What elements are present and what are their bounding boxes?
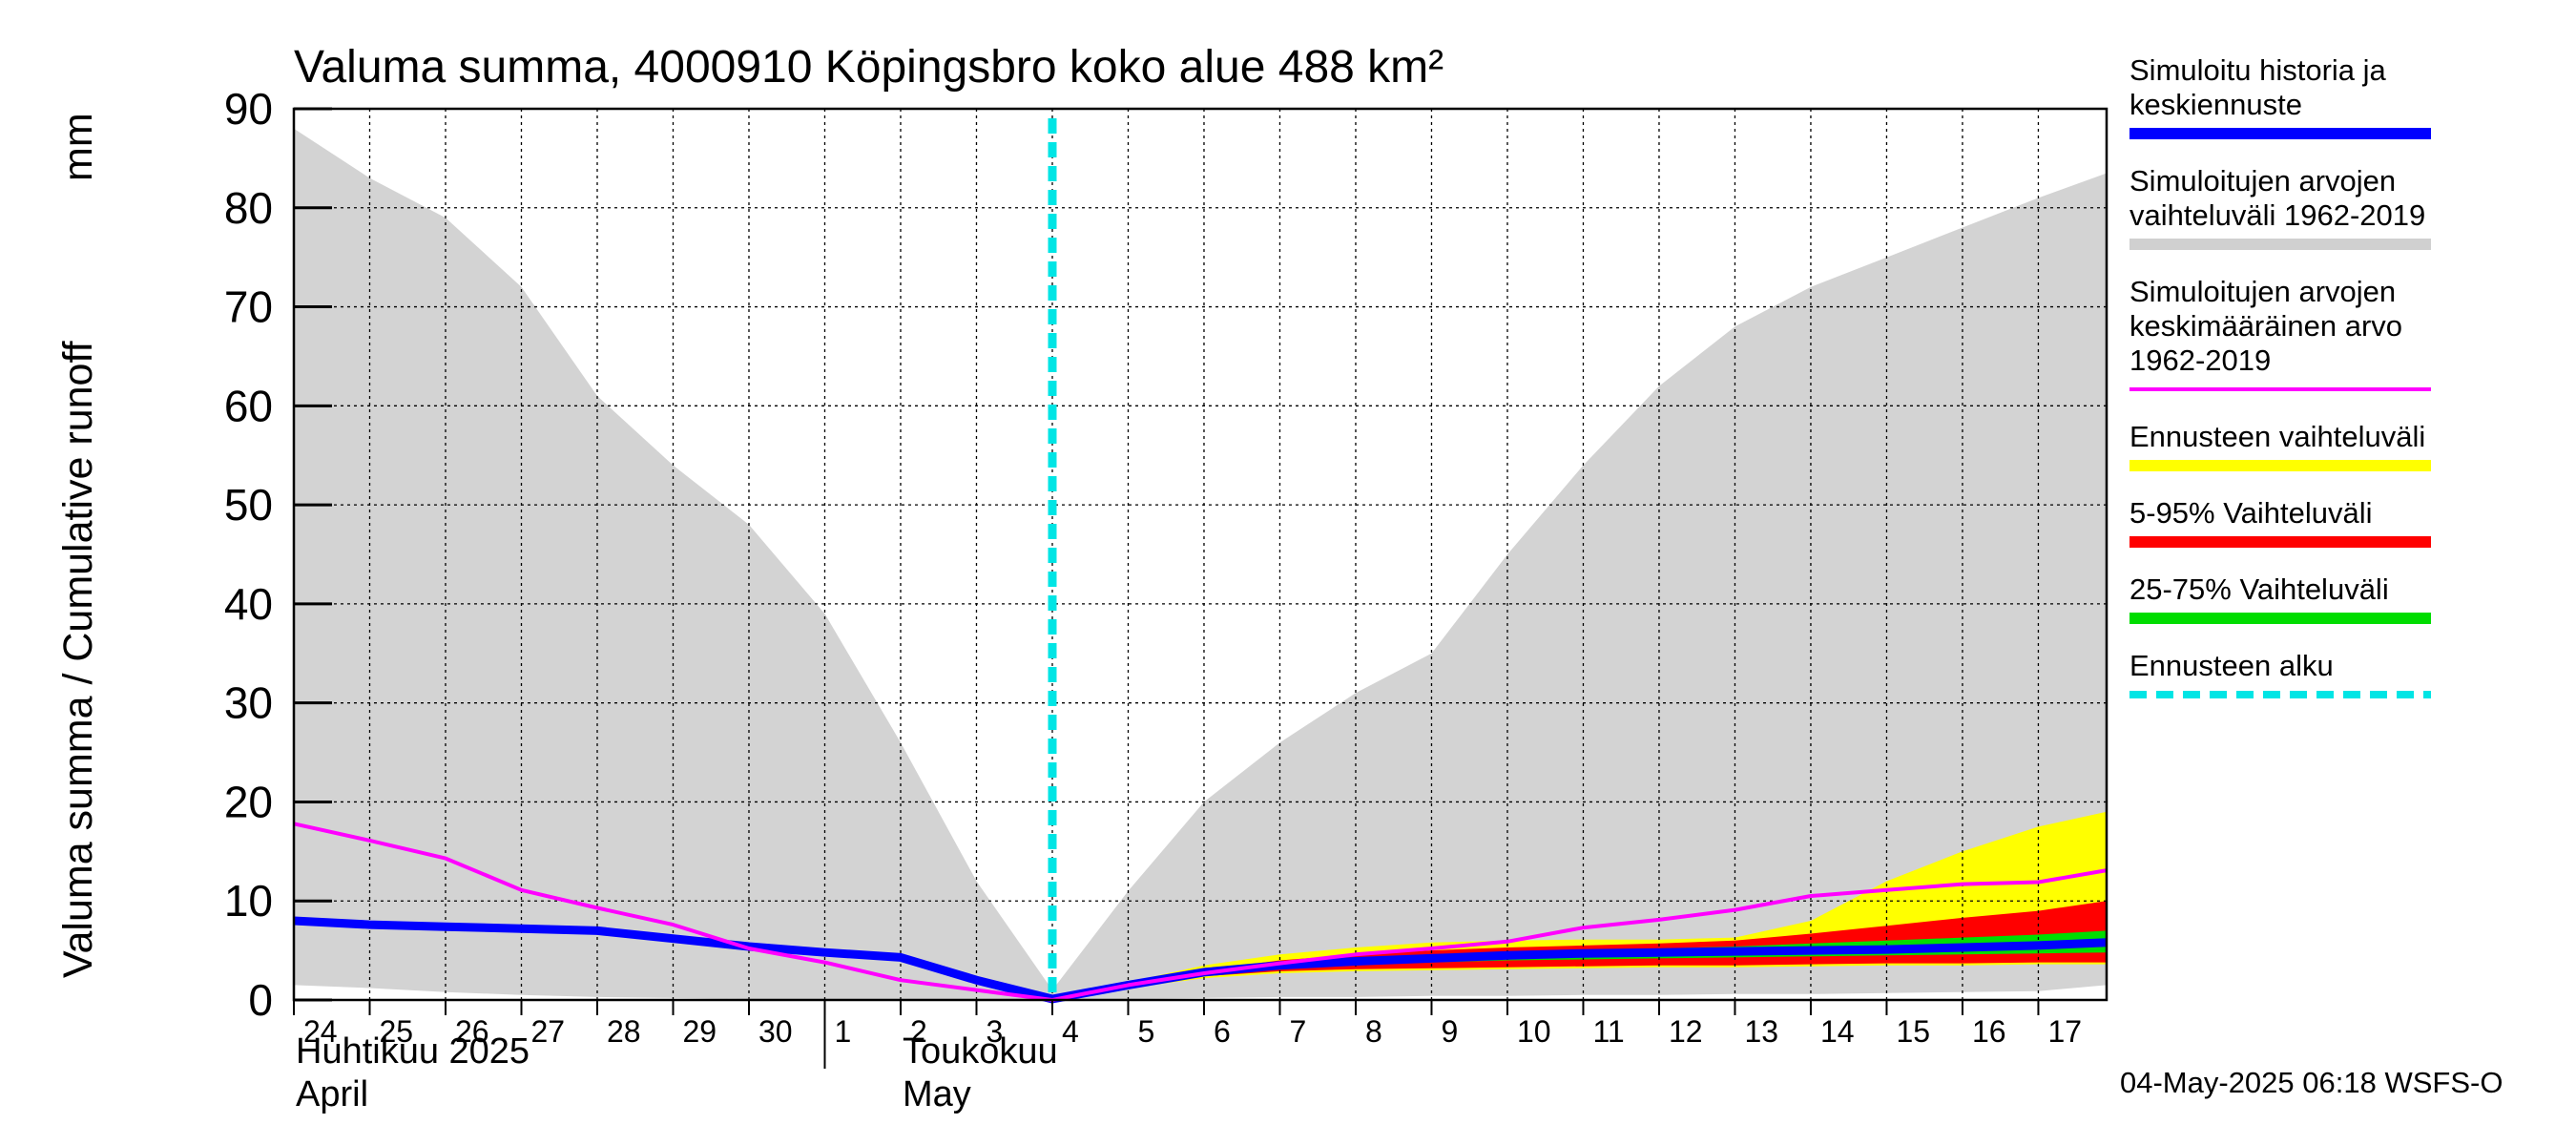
- x-tick-label: 17: [2047, 1014, 2082, 1049]
- legend-label-2: Simuloitujen arvojen: [2129, 275, 2396, 308]
- x-tick-label: 13: [1744, 1014, 1778, 1049]
- y-tick-label: 30: [224, 678, 273, 728]
- legend-label-2: keskimääräinen arvo: [2129, 309, 2402, 343]
- x-tick-label: 26: [455, 1014, 489, 1049]
- x-tick-label: 16: [1972, 1014, 2006, 1049]
- month-label: Huhtikuu 2025: [296, 1031, 530, 1072]
- plot-area: [292, 107, 2109, 1004]
- x-tick-label: 28: [607, 1014, 641, 1049]
- y-axis-label: Valuma summa / Cumulative runoff: [55, 340, 101, 978]
- legend-label-1: vaihteluväli 1962-2019: [2129, 198, 2425, 232]
- y-axis-unit: mm: [55, 113, 101, 181]
- x-tick-label: 6: [1214, 1014, 1231, 1049]
- legend-label-6: Ennusteen alku: [2129, 649, 2334, 682]
- x-axis-ticks: 24 25 26 27 28 29 30 1 2 3 4 5 6 7 8 9 10 11 12 13 14 15 16 17H…: [293, 1000, 2082, 1114]
- y-tick-label: 0: [248, 975, 273, 1025]
- timestamp: 04-May-2025 06:18 WSFS-O: [2120, 1066, 2503, 1099]
- x-tick-label: 1: [834, 1014, 851, 1049]
- y-tick-label: 40: [224, 579, 273, 629]
- y-tick-label: 70: [224, 282, 273, 332]
- y-tick-label: 80: [224, 183, 273, 233]
- grid-lines: [294, 109, 2107, 1000]
- x-tick-label: 24: [303, 1014, 338, 1049]
- x-tick-label: 4: [1062, 1014, 1079, 1049]
- y-tick-label: 50: [224, 480, 273, 530]
- month-label: April: [296, 1074, 368, 1114]
- x-tick-label: 5: [1137, 1014, 1154, 1049]
- simulated-range-band: [294, 128, 2107, 1001]
- plot-frame: [292, 107, 2109, 1002]
- x-tick-label: 3: [986, 1014, 1003, 1049]
- x-tick-label: 14: [1820, 1014, 1855, 1049]
- x-tick-label: 10: [1517, 1014, 1551, 1049]
- y-tick-label: 90: [224, 84, 273, 134]
- legend-label-5: 25-75% Vaihteluväli: [2129, 572, 2389, 606]
- y-tick-label: 20: [224, 777, 273, 826]
- y-axis-ticks: 0 10 20 30 40 50 60 70 80 90: [224, 84, 332, 1025]
- y-tick-label: 10: [224, 876, 273, 926]
- legend-label-0: keskiennuste: [2129, 88, 2302, 121]
- legend-label-3: Ennusteen vaihteluväli: [2129, 420, 2425, 453]
- series-line-1: [293, 822, 2108, 1002]
- legend-label-1: Simuloitujen arvojen: [2129, 164, 2396, 198]
- x-tick-label: 25: [379, 1014, 413, 1049]
- month-label: Toukokuu: [903, 1031, 1058, 1072]
- legend-label-4: 5-95% Vaihteluväli: [2129, 496, 2372, 530]
- chart-title: Valuma summa, 4000910 Köpingsbro koko al…: [294, 42, 1444, 93]
- x-tick-label: 11: [1592, 1014, 1624, 1049]
- x-tick-label: 15: [1896, 1014, 1930, 1049]
- x-tick-label: 12: [1669, 1014, 1703, 1049]
- x-tick-label: 30: [758, 1014, 793, 1049]
- y-tick-label: 60: [224, 381, 273, 430]
- x-tick-label: 9: [1441, 1014, 1458, 1049]
- x-tick-label: 29: [682, 1014, 717, 1049]
- x-tick-label: 27: [530, 1014, 565, 1049]
- month-label: May: [903, 1074, 971, 1114]
- x-tick-label: 8: [1365, 1014, 1382, 1049]
- x-tick-label: 7: [1289, 1014, 1306, 1049]
- legend-label-0: Simuloitu historia ja: [2129, 53, 2387, 87]
- legend-label-2: 1962-2019: [2129, 344, 2271, 377]
- x-tick-label: 2: [910, 1014, 927, 1049]
